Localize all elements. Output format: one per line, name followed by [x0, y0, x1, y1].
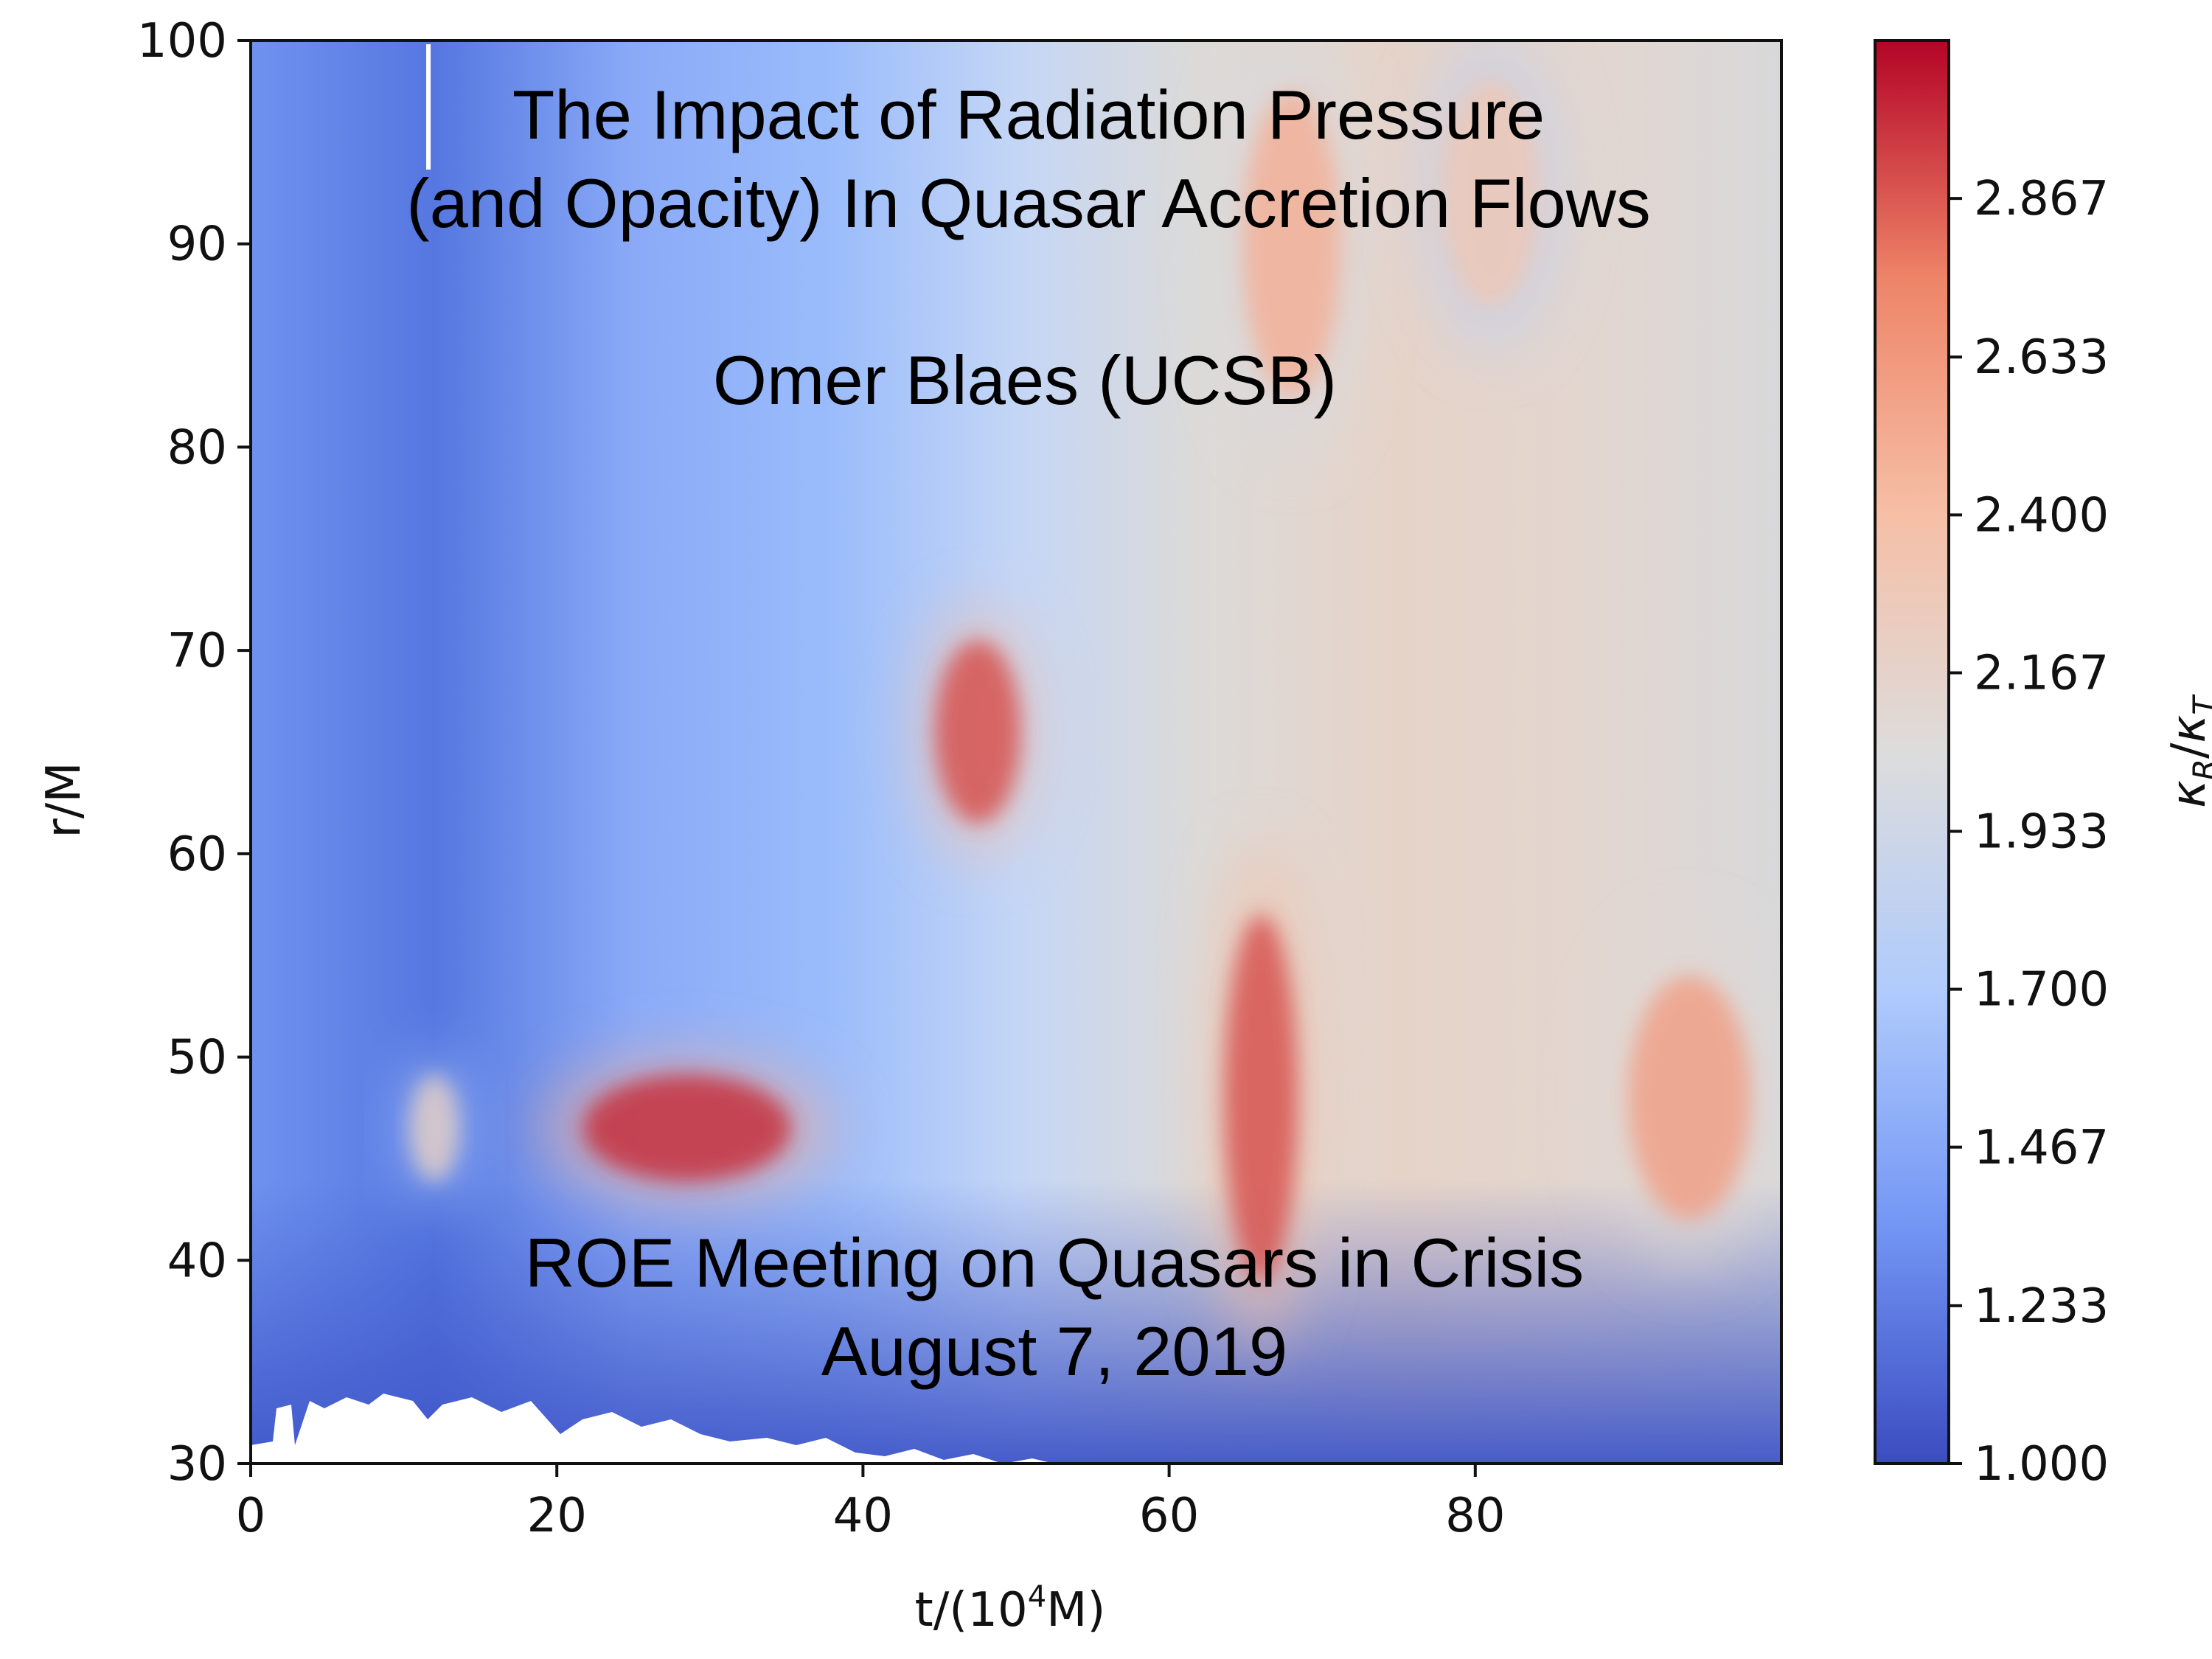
- x-axis-label: t/(104M): [915, 1580, 1106, 1638]
- x-tick-label: 40: [833, 1489, 893, 1543]
- y-tick-label: 80: [167, 420, 227, 475]
- heatmap-feature-core: [1224, 914, 1298, 1281]
- y-tick-label: 90: [167, 218, 227, 272]
- heatmap-feature-core: [1242, 91, 1341, 397]
- heatmap-feature-core: [409, 1074, 459, 1182]
- y-tick-label: 70: [167, 624, 227, 678]
- colorbar-gradient: [1874, 39, 1950, 1465]
- colorbar-tick-label: 2.633: [1974, 330, 2109, 385]
- colorbar-tick-label: 1.233: [1974, 1279, 2109, 1334]
- colorbar-tick-label: 1.933: [1974, 805, 2109, 860]
- heatmap-streak: [426, 44, 431, 170]
- y-tick-label: 100: [137, 14, 227, 69]
- colorbar-label: κR/κT: [2162, 694, 2212, 808]
- colorbar-tick-label: 2.400: [1974, 488, 2109, 543]
- y-tick-label: 40: [167, 1234, 227, 1288]
- y-tick-label: 60: [167, 827, 227, 882]
- y-axis: 30 40 50 60 70 80 90 100: [137, 14, 251, 1492]
- colorbar-tick-label: 2.867: [1974, 172, 2109, 226]
- colorbar-tick-label: 2.167: [1974, 646, 2109, 700]
- heatmap-plot-area: [251, 41, 1781, 1464]
- y-tick-label: 50: [167, 1031, 227, 1085]
- heatmap-feature-core: [582, 1074, 791, 1182]
- slide-meeting: ROE Meeting on Quasars in Crisis: [525, 1224, 1585, 1301]
- y-tick-label: 30: [167, 1437, 227, 1492]
- slide-author: Omer Blaes (UCSB): [713, 341, 1337, 419]
- colorbar-tick-label: 1.000: [1974, 1437, 2109, 1492]
- y-axis-label: r/M: [37, 762, 91, 838]
- x-tick-label: 80: [1445, 1489, 1505, 1543]
- plot-frame: [249, 39, 1783, 1465]
- heatmap-feature-core: [1628, 975, 1751, 1220]
- x-tick-label: 0: [236, 1489, 266, 1543]
- slide-title-line2: (and Opacity) In Quasar Accretion Flows: [406, 164, 1650, 242]
- x-axis: 0 20 40 60 80: [236, 1464, 1506, 1543]
- slide-date: August 7, 2019: [821, 1312, 1287, 1390]
- colorbar: 1.000 1.233 1.467 1.700 1.933 2.167 2.400 2.633…: [1874, 39, 2212, 1492]
- heatmap-feature-core: [1441, 78, 1540, 307]
- slide-title-line1: The Impact of Radiation Pressure: [512, 76, 1545, 153]
- heatmap-feature-core: [934, 640, 1021, 824]
- x-tick-label: 60: [1139, 1489, 1199, 1543]
- heatmap-empty-region: [251, 1394, 1054, 1464]
- colorbar-tick-label: 1.467: [1974, 1121, 2109, 1175]
- x-tick-label: 20: [526, 1489, 586, 1543]
- colorbar-tick-label: 1.700: [1974, 963, 2109, 1018]
